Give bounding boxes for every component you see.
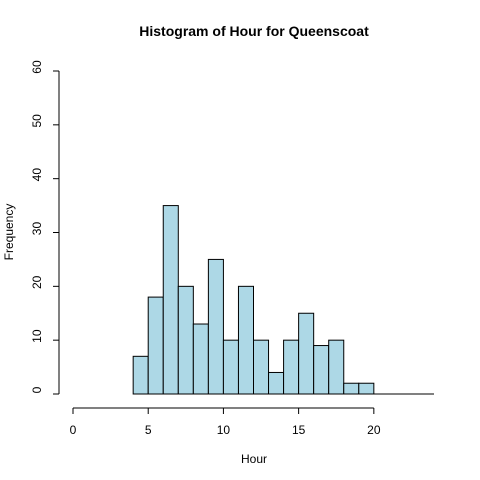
histogram-bar-8 <box>253 339 270 395</box>
x-tick-label: 20 <box>367 423 381 437</box>
histogram-bar-1 <box>147 296 164 395</box>
x-axis-label: Hour <box>241 452 267 466</box>
histogram-bar-15 <box>358 382 375 395</box>
y-tick-label: 40 <box>30 168 44 182</box>
histogram-bar-11 <box>298 312 315 395</box>
y-tick-label: 10 <box>30 329 44 343</box>
bars-group <box>132 205 434 395</box>
histogram-bar-9 <box>268 371 285 395</box>
histogram-bar-10 <box>283 339 300 395</box>
histogram-bar-7 <box>237 285 254 395</box>
y-tick-label: 50 <box>30 114 44 128</box>
histogram-bar-14 <box>343 382 360 395</box>
histogram-bar-12 <box>313 345 330 395</box>
y-tick-label: 20 <box>30 275 44 289</box>
histogram-bar-6 <box>222 339 239 395</box>
x-tick-label: 15 <box>292 423 306 437</box>
histogram-bar-13 <box>328 339 345 395</box>
x-axis: 0 5 10 15 20 <box>70 407 381 437</box>
y-axis-label: Frequency <box>2 204 16 261</box>
y-axis: 0 10 20 30 40 50 60 <box>30 60 60 395</box>
histogram-bar-2 <box>162 205 179 395</box>
x-tick-label: 10 <box>217 423 231 437</box>
histogram-bar-5 <box>207 258 224 395</box>
y-tick-label: 60 <box>30 60 44 74</box>
histogram-bar-4 <box>192 323 209 395</box>
histogram-bar-3 <box>177 285 194 395</box>
x-tick-label: 0 <box>70 423 77 437</box>
y-tick-label: 0 <box>30 386 44 393</box>
x-tick-label: 5 <box>145 423 152 437</box>
y-tick-label: 30 <box>30 222 44 236</box>
chart-title: Histogram of Hour for Queenscoat <box>139 23 369 39</box>
histogram-bar-0 <box>132 355 149 395</box>
